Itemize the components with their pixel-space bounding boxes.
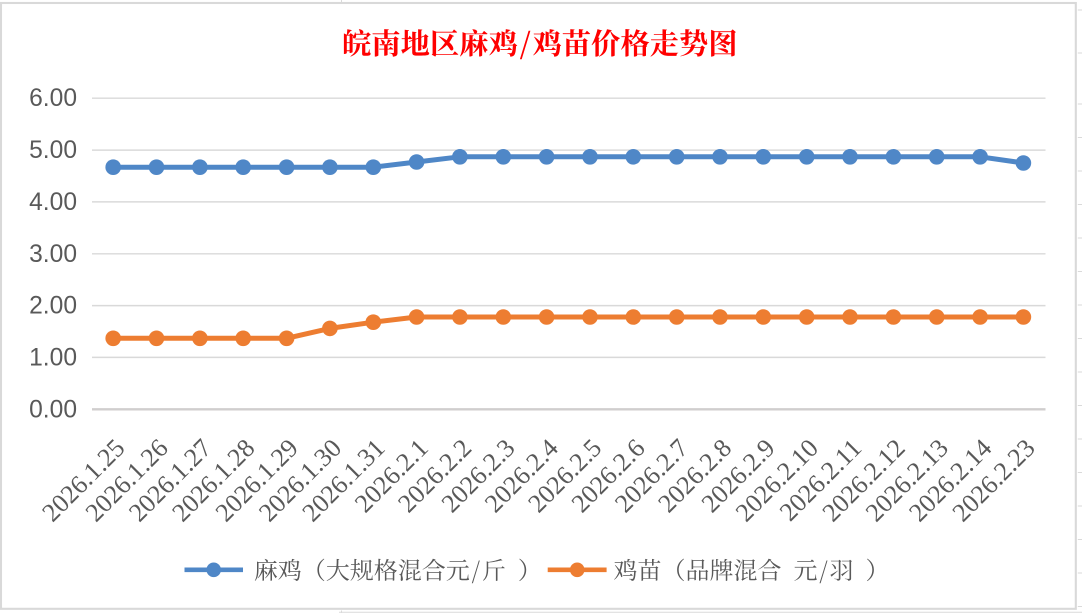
svg-text:0.00: 0.00 [29,396,77,423]
svg-text:3.00: 3.00 [29,241,77,268]
svg-text:2.00: 2.00 [29,293,77,320]
svg-text:4.00: 4.00 [29,189,77,216]
svg-text:6.00: 6.00 [29,85,77,112]
svg-text:1.00: 1.00 [29,344,77,371]
svg-text:5.00: 5.00 [29,137,77,164]
